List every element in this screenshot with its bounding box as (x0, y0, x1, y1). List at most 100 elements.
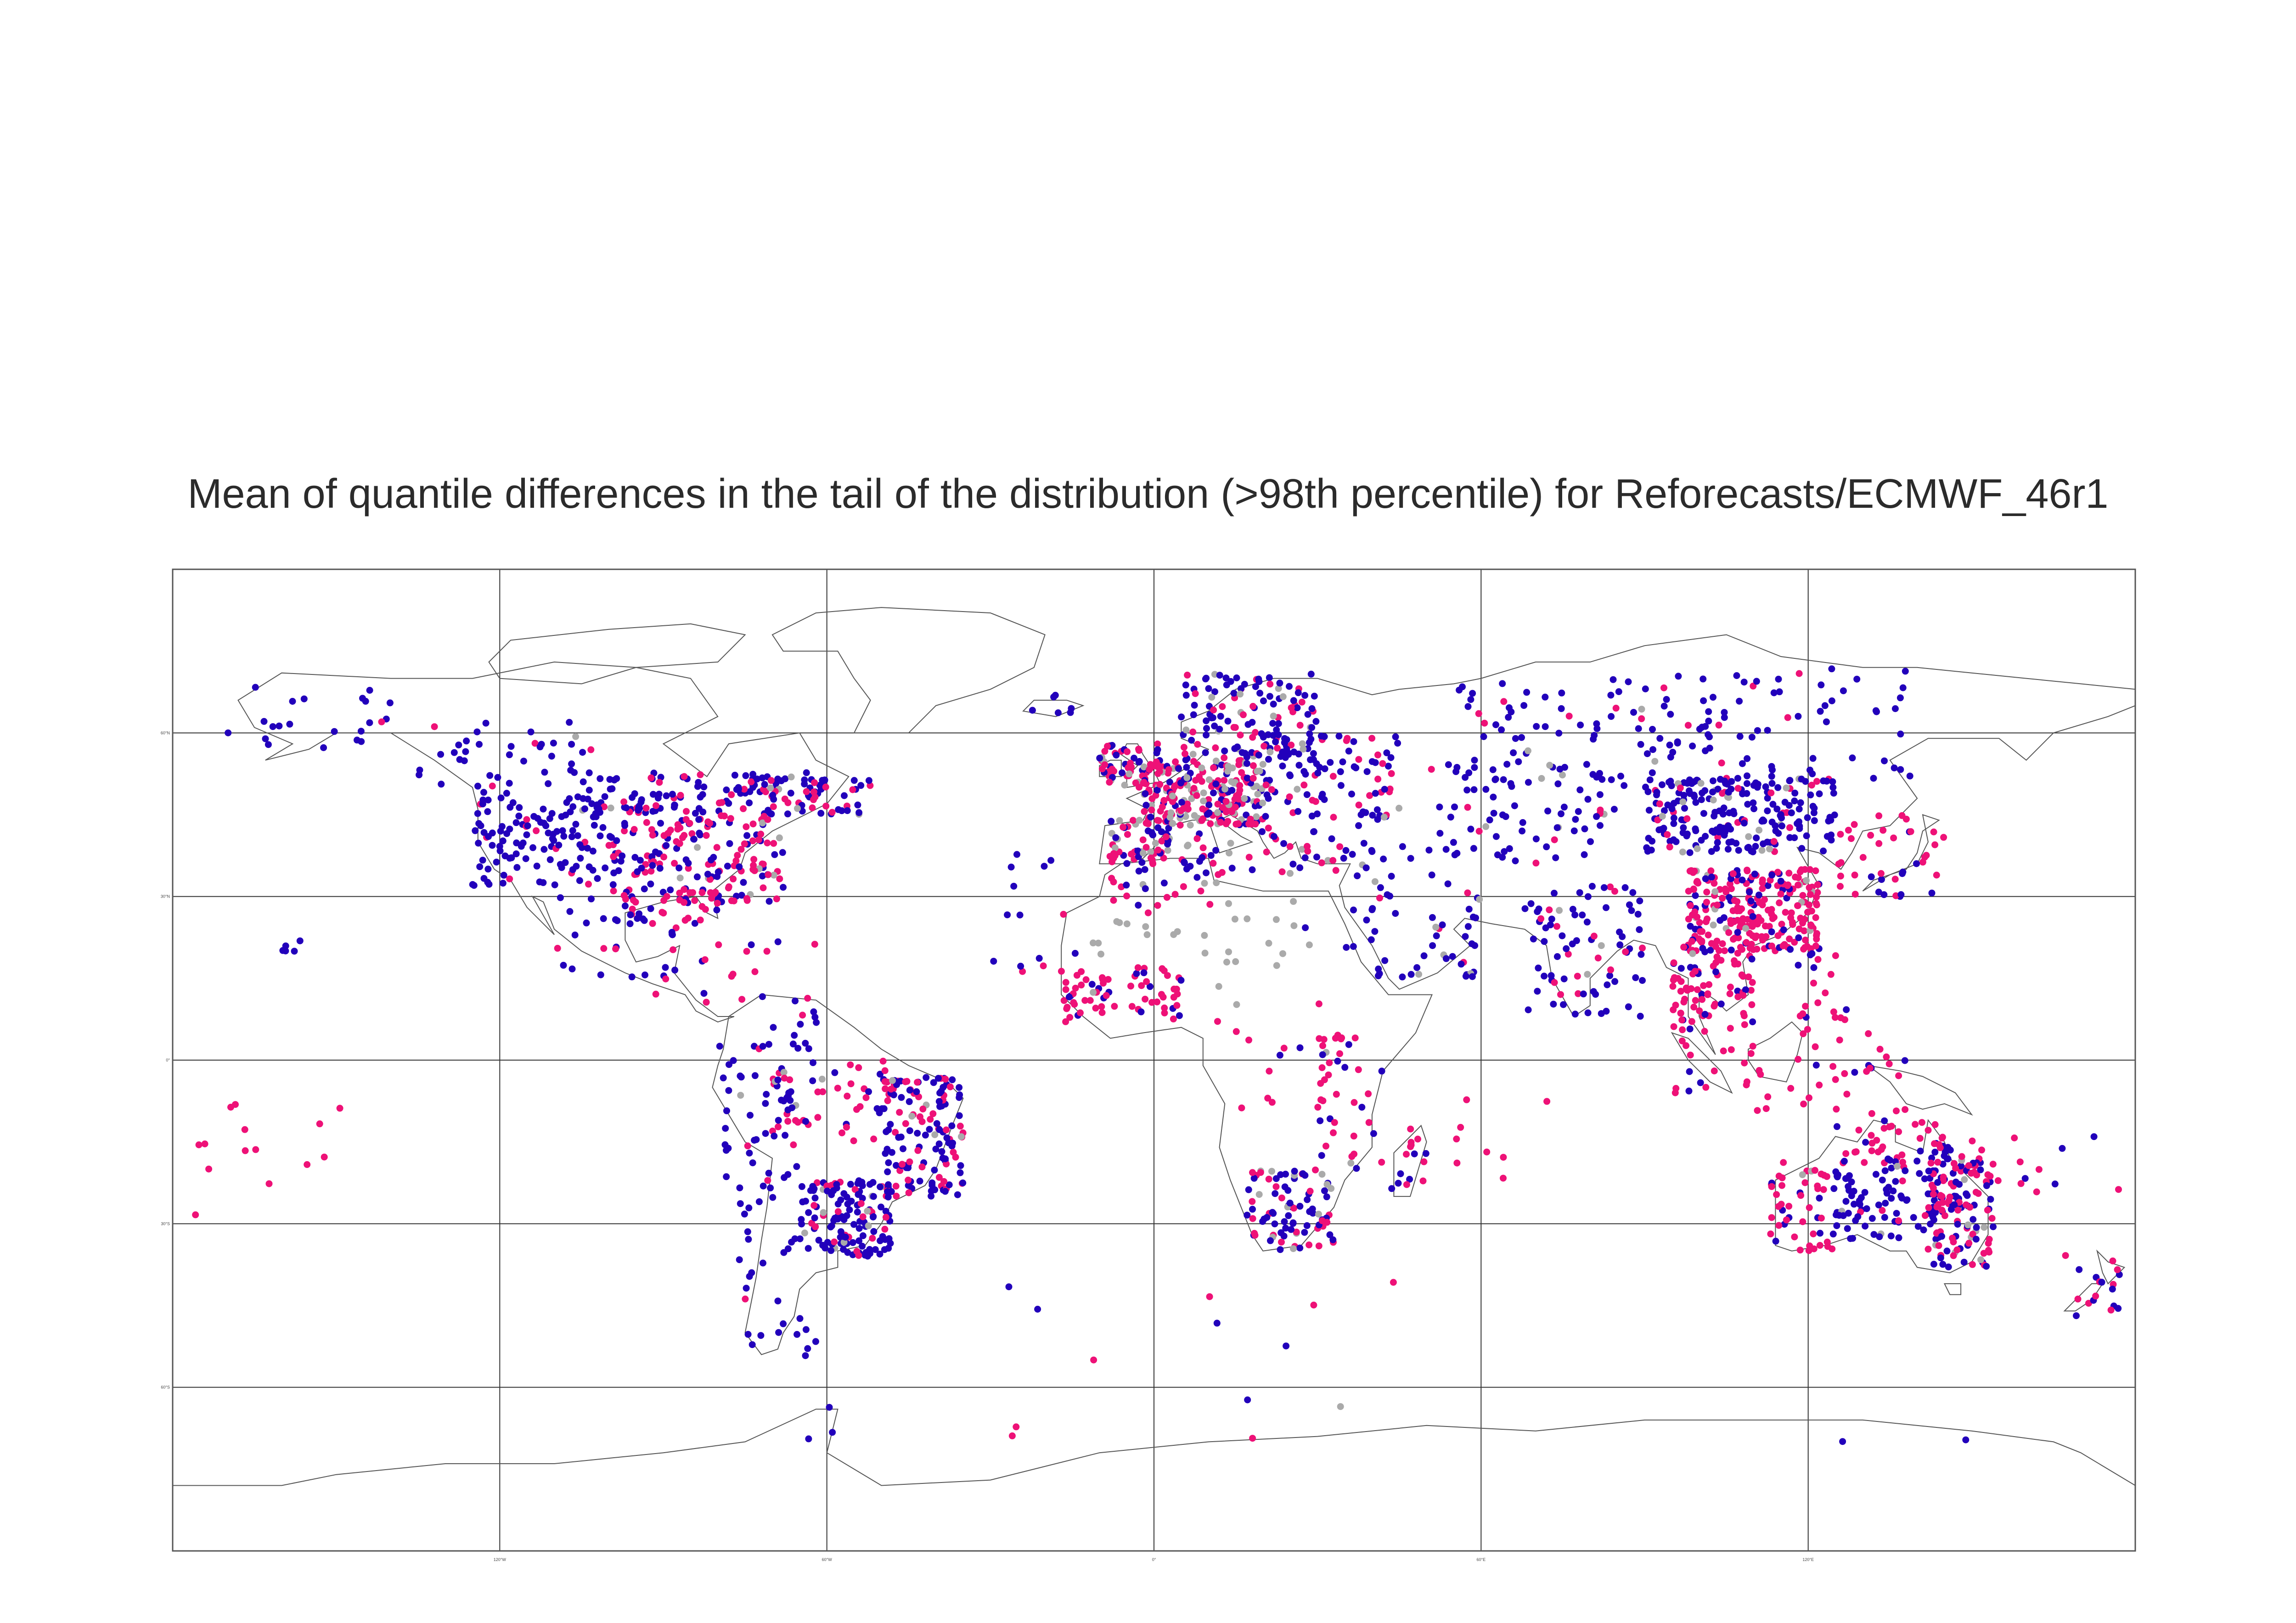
positive-station-marker (1875, 812, 1883, 820)
positive-station-marker (1261, 742, 1268, 750)
positive-station-marker (892, 1183, 900, 1190)
positive-station-marker (1907, 828, 1914, 835)
positive-station-marker (663, 893, 670, 900)
negative-station-marker (1384, 763, 1392, 770)
neutral-station-marker (1266, 748, 1274, 756)
negative-station-marker (1862, 1139, 1869, 1146)
negative-station-marker (1503, 761, 1511, 768)
negative-station-marker (1821, 702, 1829, 709)
positive-station-marker (1111, 1003, 1118, 1010)
negative-station-marker (872, 1246, 879, 1253)
negative-station-marker (849, 1239, 856, 1246)
positive-station-marker (1072, 984, 1079, 992)
negative-station-marker (1604, 981, 1611, 988)
negative-station-marker (1350, 738, 1357, 745)
positive-station-marker (1063, 1005, 1070, 1012)
negative-station-marker (1407, 971, 1415, 978)
positive-station-marker (1677, 988, 1684, 995)
neutral-station-marker (1742, 925, 1750, 932)
positive-station-marker (2033, 1188, 2040, 1196)
positive-station-marker (1127, 983, 1134, 990)
positive-station-marker (1082, 976, 1090, 983)
negative-station-marker (576, 877, 583, 884)
negative-station-marker (1902, 668, 1909, 675)
negative-station-marker (1621, 884, 1629, 891)
positive-station-marker (336, 1105, 343, 1112)
positive-station-marker (1077, 1009, 1084, 1016)
positive-station-marker (1207, 820, 1214, 827)
negative-station-marker (1956, 1181, 1963, 1188)
negative-station-marker (1282, 1224, 1289, 1232)
positive-station-marker (201, 1140, 208, 1147)
neutral-station-marker (1270, 713, 1277, 720)
positive-station-marker (1217, 819, 1224, 826)
negative-station-marker (1558, 705, 1565, 712)
positive-station-marker (814, 1088, 822, 1095)
negative-station-marker (1490, 809, 1497, 817)
negative-station-marker (855, 1237, 863, 1244)
negative-station-marker (1721, 831, 1728, 839)
negative-station-marker (1256, 690, 1264, 697)
neutral-station-marker (1233, 1001, 1240, 1008)
negative-station-marker (1648, 847, 1655, 854)
neutral-station-marker (1254, 791, 1261, 797)
negative-station-marker (1730, 808, 1737, 815)
negative-station-marker (541, 769, 548, 776)
positive-station-marker (1715, 721, 1722, 729)
neutral-station-marker (1184, 842, 1191, 849)
negative-station-marker (523, 831, 530, 838)
positive-station-marker (1814, 1185, 1822, 1192)
negative-station-marker (1294, 689, 1302, 696)
negative-station-marker (572, 820, 580, 828)
positive-station-marker (2109, 1257, 2116, 1264)
neutral-station-marker (1318, 1171, 1326, 1178)
negative-station-marker (1444, 880, 1452, 887)
negative-station-marker (1255, 678, 1263, 685)
negative-station-marker (1267, 1237, 1274, 1244)
positive-station-marker (1795, 874, 1802, 882)
neutral-station-marker (1201, 949, 1209, 957)
neutral-station-marker (1226, 849, 1233, 857)
negative-station-marker (1362, 864, 1370, 871)
positive-station-marker (1847, 835, 1855, 842)
positive-station-marker (1893, 1107, 1900, 1115)
positive-station-marker (1266, 680, 1274, 688)
negative-station-marker (1553, 953, 1561, 960)
positive-station-marker (765, 871, 772, 878)
neutral-station-marker (1559, 771, 1566, 779)
positive-station-marker (711, 890, 718, 897)
negative-station-marker (722, 1125, 729, 1132)
canadian-arctic-outline (488, 623, 746, 685)
negative-station-marker (1307, 670, 1315, 678)
positive-station-marker (1232, 724, 1239, 731)
negative-station-marker (1835, 1212, 1843, 1219)
negative-station-marker (1319, 791, 1326, 798)
negative-station-marker (742, 772, 749, 779)
negative-station-marker (1294, 704, 1301, 712)
positive-station-marker (917, 1113, 923, 1120)
positive-station-marker (1789, 919, 1796, 926)
positive-station-marker (1868, 1110, 1875, 1117)
negative-station-marker (1828, 831, 1835, 839)
greenland-outline (771, 607, 1046, 734)
neutral-station-marker (1230, 780, 1238, 787)
negative-station-marker (1804, 814, 1811, 821)
neutral-station-marker (1380, 814, 1388, 821)
negative-station-marker (588, 895, 595, 903)
positive-station-marker (1407, 1141, 1415, 1149)
neutral-station-marker (1143, 931, 1151, 938)
negative-station-marker (585, 769, 593, 776)
negative-station-marker (1429, 914, 1436, 921)
positive-station-marker (1873, 1137, 1880, 1144)
positive-station-marker (918, 1163, 926, 1171)
negative-station-marker (1659, 781, 1666, 788)
negative-station-marker (1337, 768, 1344, 775)
negative-station-marker (1818, 681, 1825, 689)
positive-station-marker (1876, 1045, 1884, 1053)
positive-station-marker (1235, 795, 1242, 803)
positive-station-marker (882, 1085, 889, 1092)
positive-station-marker (1712, 943, 1719, 950)
negative-station-marker (1471, 757, 1478, 764)
negative-station-marker (1945, 1264, 1952, 1270)
positive-station-marker (1170, 1015, 1177, 1022)
